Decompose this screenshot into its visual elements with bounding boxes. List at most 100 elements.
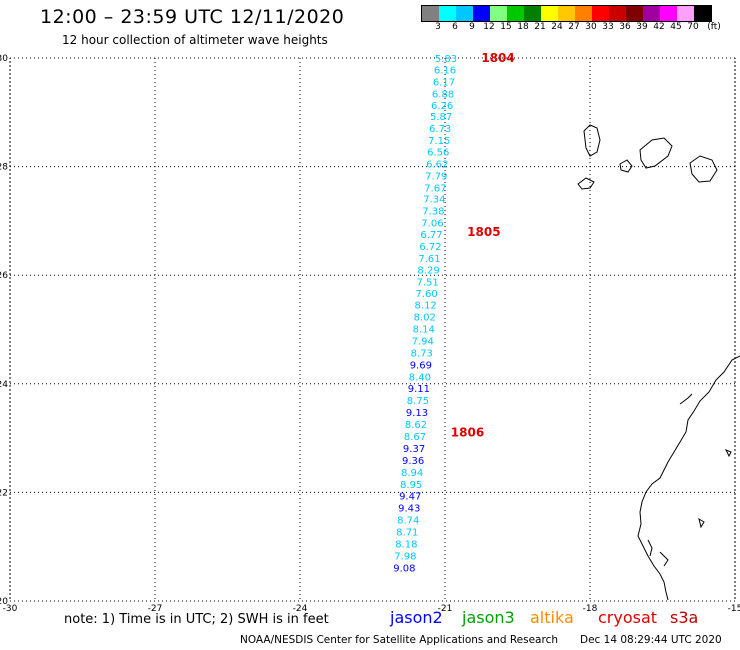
swh-value: 5.87	[430, 112, 452, 123]
color-scale-label: 39	[636, 22, 648, 32]
color-swatch	[643, 6, 660, 21]
bay-inlet	[647, 539, 669, 567]
swh-value: 6.77	[420, 230, 442, 241]
swh-value: 6.73	[429, 124, 451, 135]
swh-value: 7.61	[418, 254, 440, 265]
color-scale-label: 18	[517, 22, 529, 32]
swh-value: 9.36	[402, 456, 424, 467]
swh-value: 9.37	[403, 444, 425, 455]
swh-value: 8.75	[407, 396, 429, 407]
color-scale-label: 70	[687, 22, 699, 32]
mission-jason3: jason3	[462, 608, 515, 627]
swh-value: 7.67	[424, 183, 446, 194]
island-el-hierro	[577, 177, 595, 190]
color-scale-label: 3	[435, 22, 441, 32]
axis-tick-labels: -30 -27 -24 -21 -18 -15 30 28 26 24 22 20	[0, 54, 740, 614]
swh-value: 7.94	[412, 336, 434, 347]
color-swatch	[575, 6, 592, 21]
island-small-1	[724, 449, 732, 458]
color-swatch	[558, 6, 575, 21]
swh-value: 7.06	[421, 219, 443, 230]
color-swatch	[524, 6, 541, 21]
swh-value: 7.98	[394, 551, 416, 562]
swh-value: 9.43	[398, 504, 420, 515]
orbit-labels: 1804 1805 1806	[451, 51, 515, 440]
swh-value: 6.16	[434, 65, 456, 76]
color-swatch	[422, 6, 439, 21]
swh-value: 6.17	[433, 77, 455, 88]
swh-value: 7.15	[428, 136, 450, 147]
lat-lon-grid	[9, 57, 736, 602]
color-scale-label: 45	[670, 22, 682, 32]
color-swatch	[541, 6, 558, 21]
x-tick-label: -30	[3, 604, 18, 614]
color-scale-label: 9	[469, 22, 475, 32]
swh-value: 8.74	[397, 516, 419, 527]
swh-value: 7.51	[416, 277, 438, 288]
x-tick-label: -21	[438, 604, 453, 614]
swh-value: 6.88	[432, 89, 454, 100]
credit-line: NOAA/NESDIS Center for Satellite Applica…	[240, 634, 558, 646]
color-scale-label: 24	[551, 22, 563, 32]
swh-value: 8.62	[405, 420, 427, 431]
footer-note: note: 1) Time is in UTC; 2) SWH is in fe…	[64, 612, 329, 627]
x-tick-label: -15	[728, 604, 740, 614]
plot-frame	[9, 57, 736, 602]
color-scale-label: 42	[653, 22, 665, 32]
color-swatch	[507, 6, 524, 21]
color-scale-label: (ft)	[707, 22, 721, 32]
island-la-palma	[583, 124, 601, 157]
swh-value: 7.34	[423, 195, 445, 206]
map-subtitle: 12 hour collection of altimeter wave hei…	[62, 33, 328, 47]
color-scale-label: 33	[602, 22, 614, 32]
timestamp: Dec 14 08:29:44 UTC 2020	[580, 634, 722, 646]
color-swatch	[456, 6, 473, 21]
african-coastline	[637, 355, 740, 601]
color-swatch	[490, 6, 507, 21]
swh-value: 9.08	[393, 563, 415, 574]
y-tick-label: 22	[0, 488, 8, 498]
swh-value: 7.38	[422, 207, 444, 218]
color-scale-bar	[421, 5, 712, 22]
swh-value: 8.29	[417, 265, 439, 276]
swh-value: 9.69	[410, 360, 432, 371]
swh-value: 8.14	[413, 325, 435, 336]
color-scale-label: 6	[452, 22, 458, 32]
orbit-number: 1805	[467, 225, 500, 239]
swh-value: 6.26	[431, 101, 453, 112]
color-scale-label: 27	[568, 22, 580, 32]
swh-value: 8.94	[401, 468, 423, 479]
swh-value: 8.12	[415, 301, 437, 312]
color-scale-label: 30	[585, 22, 597, 32]
island-gomera	[619, 159, 633, 173]
y-tick-label: 28	[0, 163, 8, 173]
color-swatch	[439, 6, 456, 21]
orbit-number: 1804	[481, 51, 514, 65]
swh-value: 6.72	[419, 242, 441, 253]
y-tick-label: 24	[0, 380, 8, 390]
swh-value: 5.83	[435, 54, 457, 65]
swh-value: 6.56	[427, 147, 449, 158]
map-title: 12:00 – 23:59 UTC 12/11/2020	[40, 6, 345, 28]
y-tick-label: 26	[0, 271, 8, 281]
swh-track-values: 5.836.166.176.886.265.876.737.156.566.62…	[393, 54, 457, 574]
x-tick-label: -18	[583, 604, 598, 614]
swh-value: 8.95	[400, 480, 422, 491]
mission-jason2: jason2	[390, 608, 443, 627]
color-swatch	[592, 6, 609, 21]
swh-value: 8.73	[411, 348, 433, 359]
swh-value: 8.71	[396, 528, 418, 539]
swh-value: 8.02	[414, 313, 436, 324]
island-tenerife	[639, 137, 673, 169]
swh-value: 7.60	[416, 289, 438, 300]
y-tick-label: 30	[0, 54, 8, 64]
swh-value: 8.67	[404, 432, 426, 443]
x-tick-label: -24	[293, 604, 308, 614]
swh-value: 8.18	[395, 540, 417, 551]
y-tick-label: 20	[0, 597, 8, 607]
orbit-number: 1806	[451, 426, 484, 440]
island-gran-canaria	[689, 155, 718, 183]
color-swatch	[609, 6, 626, 21]
